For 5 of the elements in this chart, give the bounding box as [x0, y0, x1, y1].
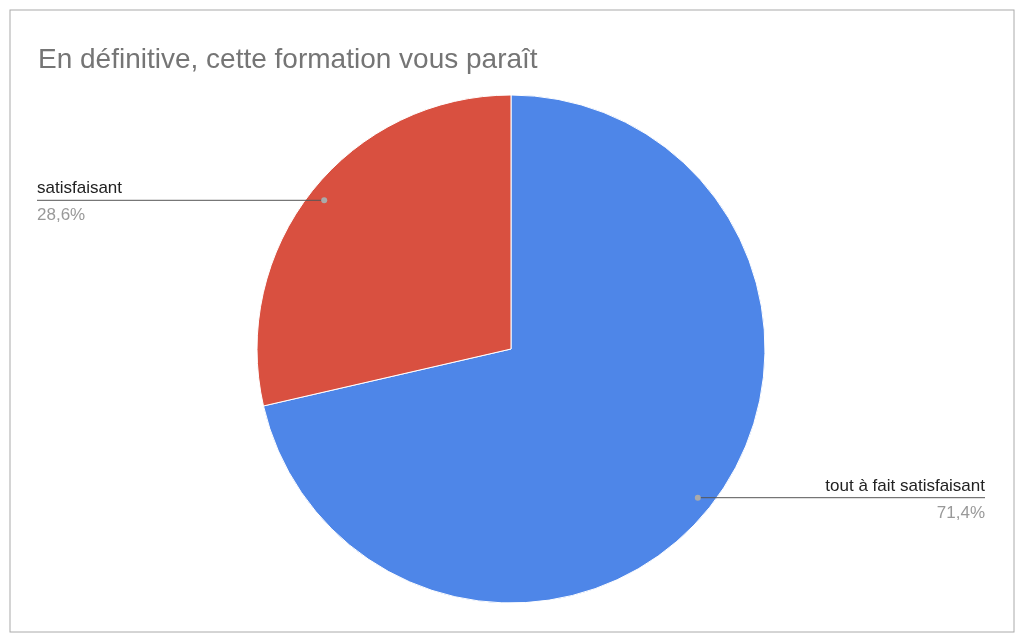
slice-label: tout à fait satisfaisant	[825, 475, 986, 495]
data-label: 71,4%	[936, 502, 985, 522]
slice-label: satisfaisant	[37, 178, 123, 198]
chart-title: En définitive, cette formation vous paraît	[38, 43, 538, 74]
data-label: 28,6%	[37, 205, 86, 225]
